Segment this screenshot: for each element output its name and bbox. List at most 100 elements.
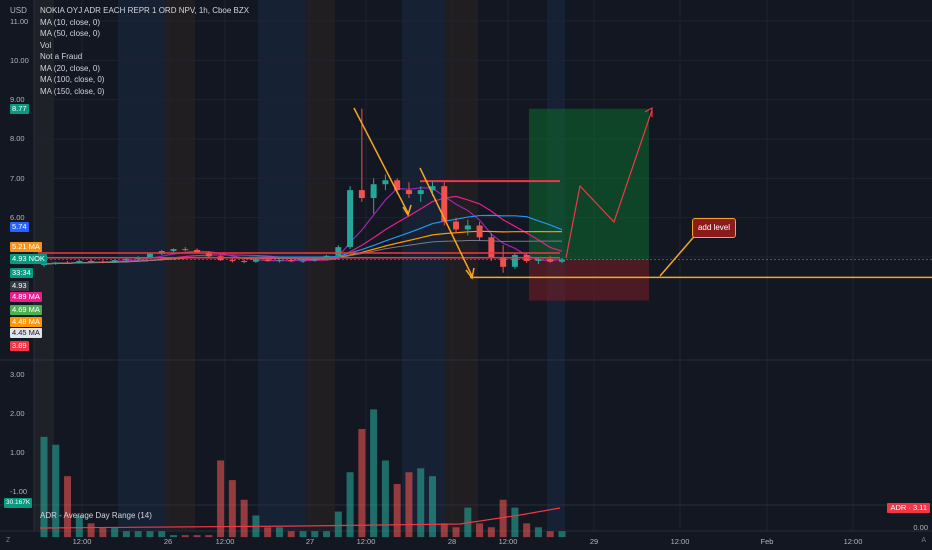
adr-line [39,507,561,529]
volume-bar [558,531,566,538]
candle-body [41,264,47,266]
volume-bar [52,444,60,538]
indicator-ma10[interactable]: MA (10, close, 0) [40,17,101,27]
volume-bar [311,531,319,538]
time-axis-label: 12:00 [215,537,235,546]
zoom-toggle[interactable]: Z [6,537,11,544]
volume-bar [487,527,495,538]
time-axis-label: 28 [447,537,457,546]
price-axis-label: 6.00 [10,213,25,222]
volume-bar [405,472,413,538]
volume-bar [287,531,295,538]
candle-body [358,190,365,198]
indicator-legend: NOKIA OYJ ADR EACH REPR 1 ORD NPV, 1h, C… [40,5,249,97]
volume-bar [381,460,389,538]
session-shade [445,0,478,530]
indicator-vol[interactable]: Vol [40,40,52,50]
candle-body [405,190,412,195]
candle-body [182,249,189,251]
volume-bar [193,535,201,538]
price-tag-crosshair: 4.93 [10,281,29,291]
session-shade [402,0,445,530]
indicator-ma20[interactable]: MA (20, close, 0) [40,63,101,73]
volume-bar [370,409,378,538]
volume-bar [499,499,507,538]
down-arrow [353,107,409,214]
indicator-not-a-fraud[interactable]: Not a Fraud [40,52,83,61]
adr-tag-label: ADR [890,503,907,512]
candle-body [170,249,177,252]
indicator-ma150[interactable]: MA (150, close, 0) [40,86,105,96]
time-axis-label: 29 [589,537,599,546]
candle-body [382,180,389,185]
volume-bar [75,515,83,538]
adr-tag-value: 3.11 [912,503,927,512]
volume-bar [299,531,307,538]
candle-body [229,260,236,262]
volume-bar [429,476,436,538]
candle-body [488,237,495,257]
adr-legend[interactable]: ADR - Average Day Range (14) [40,511,152,520]
adr-axis-zero: 0.00 [913,523,928,532]
volume-axis-label: -1.00 [10,487,28,496]
session-shade [118,0,165,530]
indicator-ma50[interactable]: MA (50, close, 0) [40,29,101,38]
arrow-head [465,267,475,280]
projection-path [565,109,653,259]
candle-body [241,260,248,262]
candle-body [111,260,118,263]
volume-bar [111,527,119,538]
candle-body [335,247,342,256]
add-level-callout[interactable]: add level [692,218,736,238]
volume-bar [170,535,177,538]
volume-bar [511,507,519,538]
indicator-ma100[interactable]: MA (100, close, 0) [40,75,105,84]
candle-body [52,262,59,265]
price-tag-ma20: 4.89 MA [10,292,42,302]
candle-body [194,249,201,253]
volume-bar [417,468,425,538]
down-arrow [419,167,473,277]
time-axis-label: 12:00 [356,537,376,546]
candle-body [300,260,306,262]
candle-body [64,262,71,264]
price-axis-label: 9.00 [10,95,25,104]
price-axis-label: 8.00 [10,134,25,143]
price-tag-stop: 3.89 [10,341,29,351]
time-axis-label: 12:00 [498,537,518,546]
volume-bar [452,527,460,538]
volume-bar [205,535,213,538]
volume-bar [87,523,95,538]
volume-bar [217,460,225,538]
profit-zone [529,108,649,260]
volume-bar [546,531,554,538]
candle-body [264,259,271,261]
loss-zone [529,259,649,301]
volume-axis-label: 3.00 [10,370,25,379]
volume-axis-label: 2.00 [10,409,25,418]
volume-bar [476,523,484,538]
callout-pointer [659,231,699,277]
candle-body [394,180,401,191]
session-shade [258,0,305,530]
currency-label: USD [10,6,27,15]
auto-scale-toggle[interactable]: A [921,537,926,544]
volume-bar [146,531,154,538]
candle-body [547,258,554,262]
candle-body [511,255,518,267]
volume-bar [122,531,130,538]
price-tag-countdown: 33:34 [10,268,33,278]
volume-bar [134,531,142,538]
symbol-title[interactable]: NOKIA OYJ ADR EACH REPR 1 ORD NPV, 1h, C… [40,6,250,15]
time-axis-label: 12:00 [843,537,863,546]
volume-readout: 30.167K [4,498,33,508]
volume-bar [228,480,236,538]
candle-body [429,186,436,191]
volume-bar [40,436,48,538]
candle-body [88,260,95,262]
price-tag-last: 4.93 NOK [10,254,47,264]
time-axis-label: 12:00 [72,537,92,546]
volume-bar [181,535,189,538]
price-axis-label: 11.00 [10,17,29,26]
